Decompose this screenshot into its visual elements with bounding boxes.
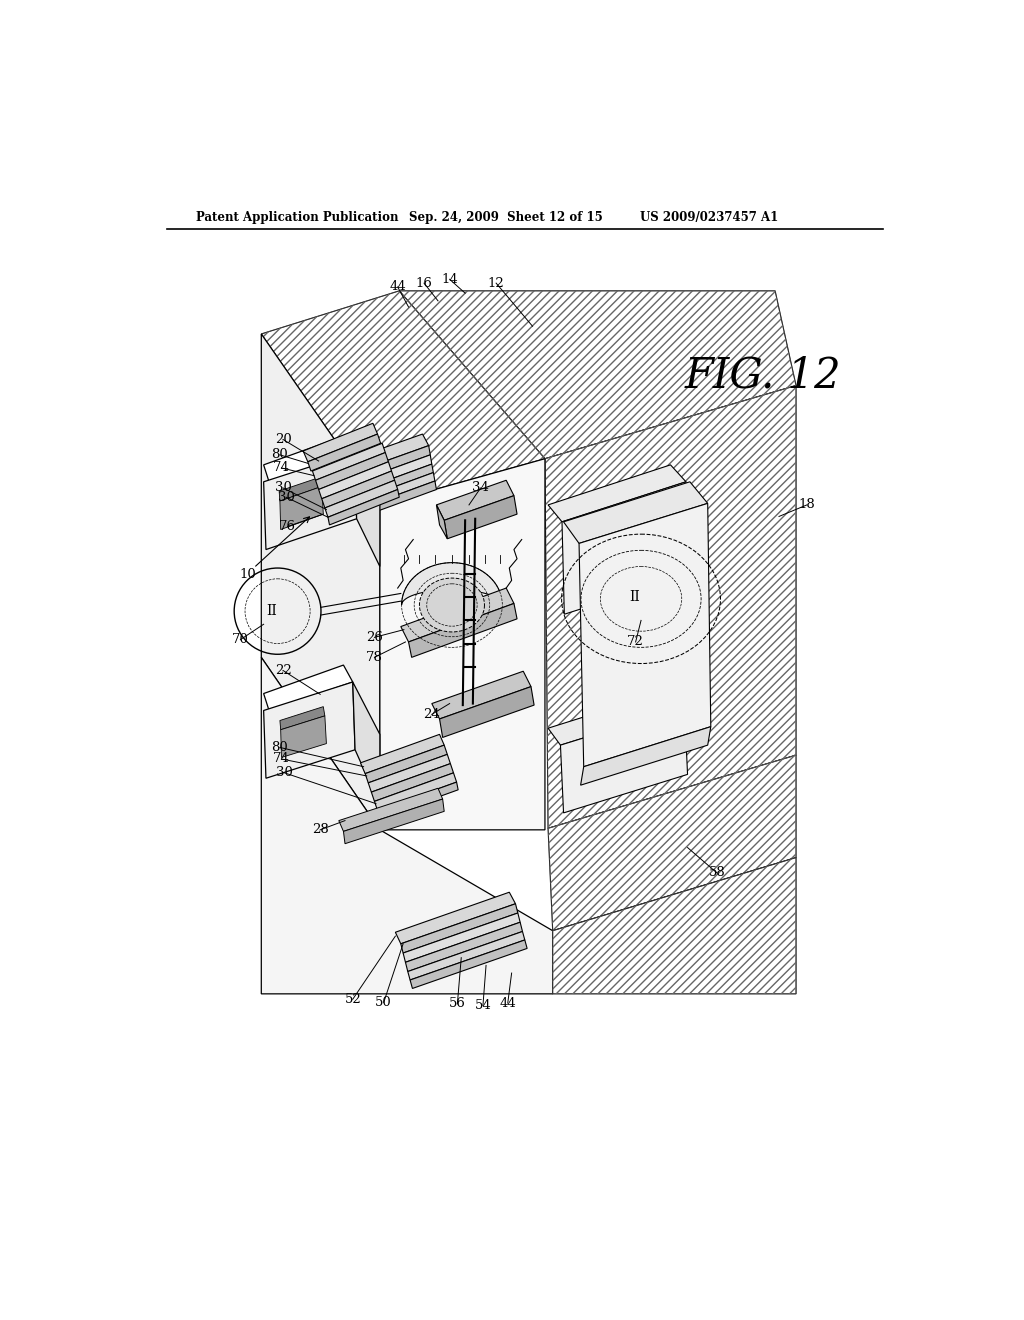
Polygon shape [325,480,397,517]
Text: 72: 72 [627,635,644,648]
Polygon shape [545,385,796,829]
Polygon shape [409,603,517,657]
Polygon shape [263,682,355,779]
Polygon shape [399,290,796,459]
Polygon shape [553,858,796,994]
Text: 12: 12 [487,277,505,289]
Text: 34: 34 [472,482,489,495]
Text: 14: 14 [441,273,458,286]
Text: 76: 76 [280,520,296,533]
Polygon shape [378,781,458,818]
Polygon shape [261,334,380,830]
Polygon shape [339,788,442,832]
Polygon shape [261,290,545,506]
Text: 74: 74 [273,752,290,766]
Polygon shape [420,578,484,632]
Polygon shape [406,923,522,972]
Polygon shape [263,665,352,710]
Polygon shape [400,904,518,953]
Text: 20: 20 [274,433,292,446]
Polygon shape [263,453,356,549]
Polygon shape [343,799,444,843]
Polygon shape [395,892,515,944]
Text: Patent Application Publication: Patent Application Publication [197,211,398,224]
Polygon shape [370,480,436,513]
Polygon shape [281,715,327,758]
Polygon shape [548,689,684,744]
Polygon shape [369,755,451,792]
Polygon shape [367,465,433,496]
Polygon shape [328,490,399,525]
Polygon shape [318,462,391,499]
Text: 54: 54 [474,999,492,1012]
Polygon shape [401,562,503,605]
Polygon shape [436,506,447,539]
Polygon shape [352,682,380,805]
Polygon shape [360,734,444,774]
Text: 28: 28 [312,824,329,837]
Polygon shape [410,940,527,989]
Polygon shape [263,436,354,482]
Polygon shape [369,473,435,506]
Text: 78: 78 [366,651,383,664]
Text: 24: 24 [424,708,440,721]
Text: 18: 18 [799,499,815,511]
Polygon shape [403,913,520,962]
Polygon shape [548,755,796,931]
Text: 52: 52 [344,993,361,1006]
Text: Sep. 24, 2009  Sheet 12 of 15: Sep. 24, 2009 Sheet 12 of 15 [409,211,602,224]
Text: 26: 26 [366,631,383,644]
Text: 22: 22 [274,664,292,677]
Polygon shape [354,453,380,566]
Polygon shape [563,482,708,544]
Polygon shape [375,774,457,810]
Polygon shape [365,455,432,488]
Text: II: II [267,605,278,618]
Text: 80: 80 [271,449,289,462]
Text: 80: 80 [271,741,289,754]
Text: 74: 74 [273,462,290,474]
Text: FIG. 12: FIG. 12 [684,355,841,397]
Text: 56: 56 [449,998,466,1010]
Polygon shape [362,446,430,479]
Polygon shape [579,503,711,767]
Text: 10: 10 [240,568,256,581]
Polygon shape [562,482,690,614]
Polygon shape [408,932,524,979]
Text: 30: 30 [274,482,292,495]
Polygon shape [366,744,447,783]
Polygon shape [444,496,517,539]
Polygon shape [308,434,381,471]
Polygon shape [322,471,394,508]
Polygon shape [280,487,324,529]
Polygon shape [439,686,535,738]
Text: 30: 30 [278,491,295,504]
Text: II: II [630,590,640,605]
Polygon shape [436,480,514,520]
Text: US 2009/0237457 A1: US 2009/0237457 A1 [640,211,778,224]
Polygon shape [560,706,687,813]
Text: 58: 58 [709,866,725,879]
Polygon shape [357,434,429,470]
Text: 16: 16 [416,277,432,289]
Polygon shape [372,763,454,801]
Text: 44: 44 [500,997,516,1010]
Polygon shape [303,424,378,462]
Polygon shape [380,459,545,830]
Polygon shape [548,465,686,521]
Text: 44: 44 [389,280,407,293]
Text: 50: 50 [376,995,392,1008]
Polygon shape [432,671,531,719]
Polygon shape [261,657,553,994]
Polygon shape [280,706,325,730]
Text: 70: 70 [232,634,249,647]
Polygon shape [400,589,514,642]
Text: 30: 30 [276,767,293,779]
Polygon shape [315,453,388,490]
Polygon shape [312,444,385,480]
Polygon shape [581,726,711,785]
Polygon shape [280,478,322,502]
